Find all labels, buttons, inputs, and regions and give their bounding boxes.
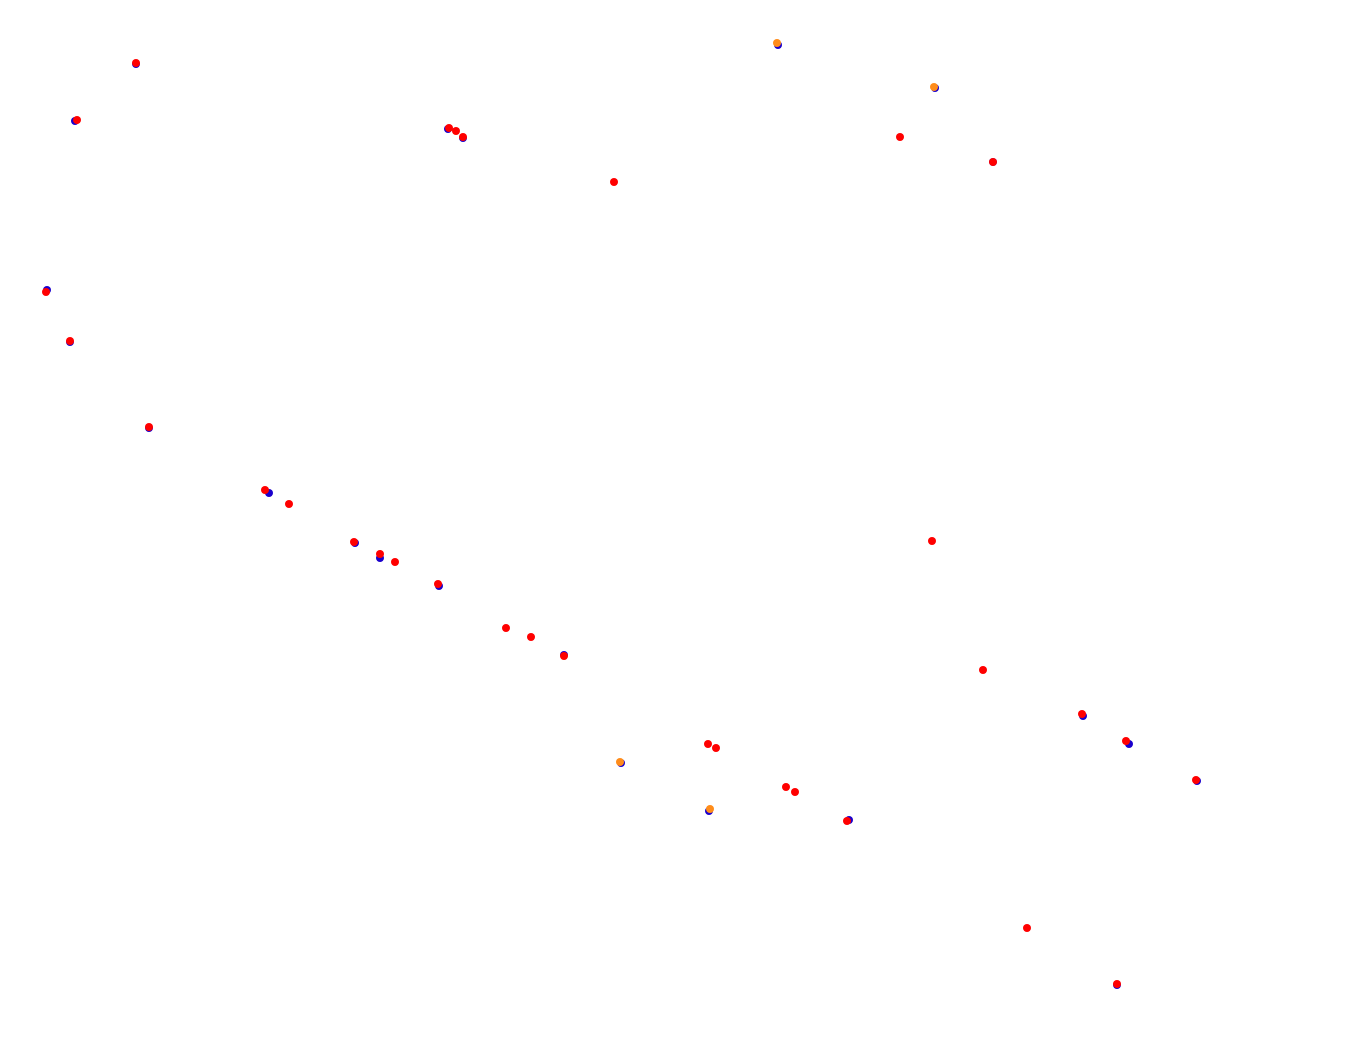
point	[773, 39, 781, 47]
point	[452, 127, 460, 135]
point	[376, 550, 384, 558]
point	[930, 83, 938, 91]
point	[560, 652, 568, 660]
point	[1023, 924, 1031, 932]
point	[145, 423, 153, 431]
point	[42, 288, 50, 296]
point	[1078, 710, 1086, 718]
point	[261, 486, 269, 494]
point	[1192, 776, 1200, 784]
point	[843, 817, 851, 825]
point	[896, 133, 904, 141]
point	[712, 744, 720, 752]
point	[527, 633, 535, 641]
point	[350, 538, 358, 546]
point	[502, 624, 510, 632]
point	[391, 558, 399, 566]
point	[706, 805, 714, 813]
point	[979, 666, 987, 674]
point	[782, 783, 790, 791]
point	[66, 337, 74, 345]
point	[445, 124, 453, 132]
point	[928, 537, 936, 545]
point	[1113, 980, 1121, 988]
point	[434, 580, 442, 588]
point	[704, 740, 712, 748]
point	[1122, 737, 1130, 745]
point	[285, 500, 293, 508]
point	[132, 59, 140, 67]
point	[791, 788, 799, 796]
point	[616, 758, 624, 766]
point	[459, 133, 467, 141]
point	[73, 116, 81, 124]
point	[610, 178, 618, 186]
point	[989, 158, 997, 166]
